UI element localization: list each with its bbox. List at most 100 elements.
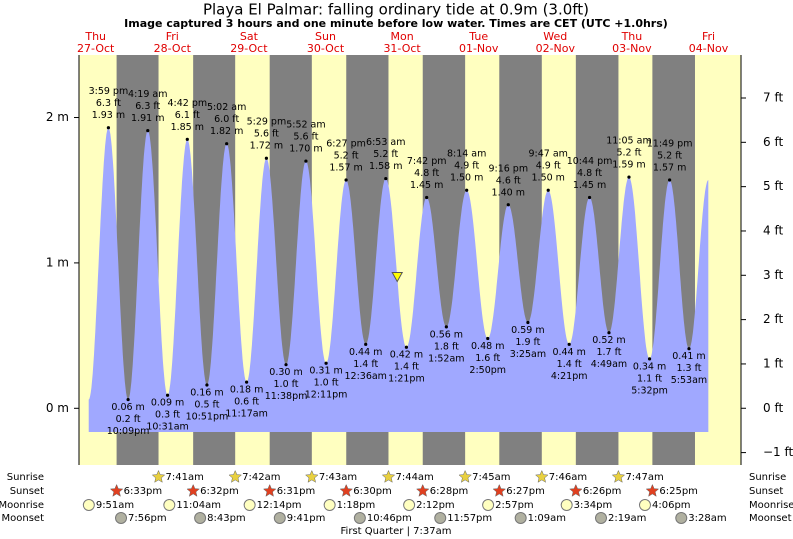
tide-label: 1.1 ft: [637, 373, 662, 384]
tide-label: 0.59 m: [511, 325, 544, 336]
day-date: 03-Nov: [612, 42, 652, 55]
tide-label: 11:38pm: [265, 391, 308, 402]
sunset-icon: [339, 483, 354, 497]
moonset-icon: [194, 512, 207, 524]
tide-label: 1.7 ft: [596, 347, 621, 358]
tide-point: [264, 156, 269, 160]
moonset-time: 3:28am: [688, 513, 726, 524]
moonrise-time: 9:51am: [96, 500, 134, 511]
tide-label: 5.6 ft: [254, 129, 279, 140]
tide-label: 0.6 ft: [234, 397, 259, 408]
moonset-time: 7:56pm: [128, 513, 167, 524]
tide-label: 1.91 m: [131, 113, 164, 124]
row-label: Moonset: [749, 513, 792, 524]
day-date: 02-Nov: [536, 42, 576, 55]
moonrise-icon: [163, 499, 176, 511]
sunset-time: 6:26pm: [583, 486, 622, 497]
tide-label: 3:25am: [510, 349, 546, 360]
current-level: [391, 271, 404, 283]
tide-label: 6.0 ft: [214, 114, 239, 125]
tide-label: 6.1 ft: [175, 110, 200, 121]
y-tick-label: 0 m: [46, 401, 69, 415]
tide-label: 0.56 m: [430, 329, 463, 340]
tide-label: 1.72 m: [250, 141, 283, 152]
moonrise-icon: [323, 499, 336, 511]
tide-point: [506, 203, 510, 207]
tide-label: 6:27 pm: [326, 139, 366, 150]
tide-label: 1:21pm: [388, 374, 425, 385]
tide-label: 5.2 ft: [616, 148, 641, 159]
tide-label: 1:52am: [428, 353, 464, 364]
tide-label: 1.6 ft: [475, 353, 500, 364]
moonset-time: 1:09am: [528, 513, 566, 524]
moonset-time: 9:41pm: [287, 513, 326, 524]
tide-label: 1.50 m: [532, 173, 565, 184]
sunrise-time: 7:42am: [242, 472, 280, 483]
sunrise-icon: [534, 469, 549, 483]
sunset-icon: [186, 483, 200, 497]
moonset-time: 11:57pm: [447, 513, 492, 524]
day-name: Wed: [543, 30, 567, 43]
sunset-icon: [415, 483, 430, 497]
y2-tick-label: 0 ft: [763, 401, 783, 415]
sunrise-icon: [611, 469, 626, 483]
sunrise-icon: [304, 469, 319, 483]
tide-label: 5:52 am: [286, 120, 325, 131]
tide-label: 4:49am: [591, 359, 627, 370]
tide-label: 12:11pm: [305, 390, 348, 401]
tide-label: 12:36am: [344, 371, 386, 382]
tide-point: [404, 345, 409, 349]
tide-label: 6.3 ft: [96, 98, 121, 109]
tide-label: 1.70 m: [289, 144, 322, 155]
sunrise-time: 7:45am: [472, 472, 510, 483]
tide-label: 1.57 m: [653, 163, 686, 174]
sunset-icon: [262, 483, 277, 497]
day-name: Fri: [166, 30, 179, 43]
tide-label: 0.34 m: [633, 361, 666, 372]
tide-label: 1.3 ft: [676, 363, 701, 374]
row-label: Sunset: [749, 486, 783, 497]
day-name: Tue: [468, 30, 488, 43]
day-date: 04-Nov: [689, 42, 729, 55]
tide-label: 3:59 pm: [89, 86, 129, 97]
tide-area: [88, 127, 709, 432]
tide-label: 1.85 m: [171, 122, 204, 133]
tide-point: [126, 397, 130, 402]
tide-label: 1.40 m: [492, 187, 525, 198]
tide-label: 1.82 m: [210, 126, 243, 137]
sunset-time: 6:31pm: [277, 486, 316, 497]
tide-point: [607, 331, 611, 335]
tide-label: 4:19 am: [128, 89, 167, 100]
tide-point: [185, 137, 189, 141]
moonrise-time: 12:14pm: [257, 500, 302, 511]
tide-label: 4:21pm: [551, 371, 588, 382]
day-name: Sat: [240, 30, 259, 43]
moonset-icon: [675, 512, 688, 524]
row-label: Sunrise: [7, 472, 44, 483]
moonrise-time: 2:57pm: [495, 500, 534, 511]
sunrise-time: 7:44am: [395, 472, 433, 483]
sunrise-time: 7:46am: [549, 472, 587, 483]
tide-label: 0.09 m: [151, 398, 184, 409]
tide-label: 1.93 m: [92, 110, 125, 121]
tide-point: [146, 129, 150, 133]
row-label: Moonrise: [749, 500, 793, 511]
y2-tick-label: −1 ft: [763, 445, 793, 459]
tide-label: 1.58 m: [369, 161, 402, 172]
chart-title: Playa El Palmar: falling ordinary tide a…: [203, 1, 589, 19]
row-label: Moonrise: [0, 500, 44, 511]
tide-point: [284, 363, 288, 367]
tide-label: 5.2 ft: [334, 151, 359, 162]
sunset-time: 6:27pm: [506, 486, 545, 497]
tide-label: 1.45 m: [573, 180, 606, 191]
tide-label: 10:31am: [146, 422, 188, 433]
day-name: Thu: [84, 30, 106, 43]
moon-phase: First Quarter | 7:37am: [341, 526, 452, 537]
tide-point: [364, 342, 368, 346]
tide-label: 11:17am: [225, 409, 267, 420]
y2-tick-label: 7 ft: [763, 90, 783, 104]
moonset-time: 8:43pm: [207, 513, 246, 524]
tide-label: 0.2 ft: [116, 414, 141, 425]
tide-point: [465, 188, 469, 192]
